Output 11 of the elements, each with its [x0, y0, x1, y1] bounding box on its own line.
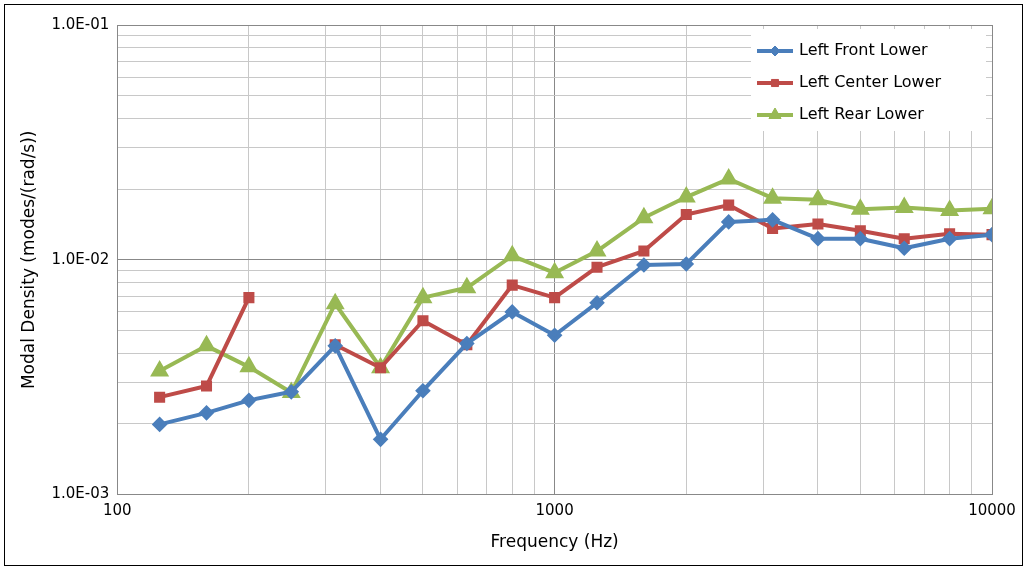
- y-tick-label: 1.0E-03: [51, 484, 110, 503]
- y-tick-label: 1.0E-02: [51, 249, 110, 268]
- x-tick-label: 1000: [535, 501, 574, 520]
- legend-label: Left Rear Lower: [799, 104, 925, 124]
- y-tick-label: 1.0E-01: [51, 14, 110, 33]
- y-axis-title: Modal Density (modes/(rad/s)): [17, 130, 38, 390]
- x-axis-title: Frequency (Hz): [490, 531, 619, 552]
- x-tick-label: 100: [102, 501, 132, 520]
- legend-label: Left Center Lower: [799, 72, 942, 92]
- x-tick-label: 10000: [968, 501, 1016, 520]
- legend-label: Left Front Lower: [799, 40, 929, 60]
